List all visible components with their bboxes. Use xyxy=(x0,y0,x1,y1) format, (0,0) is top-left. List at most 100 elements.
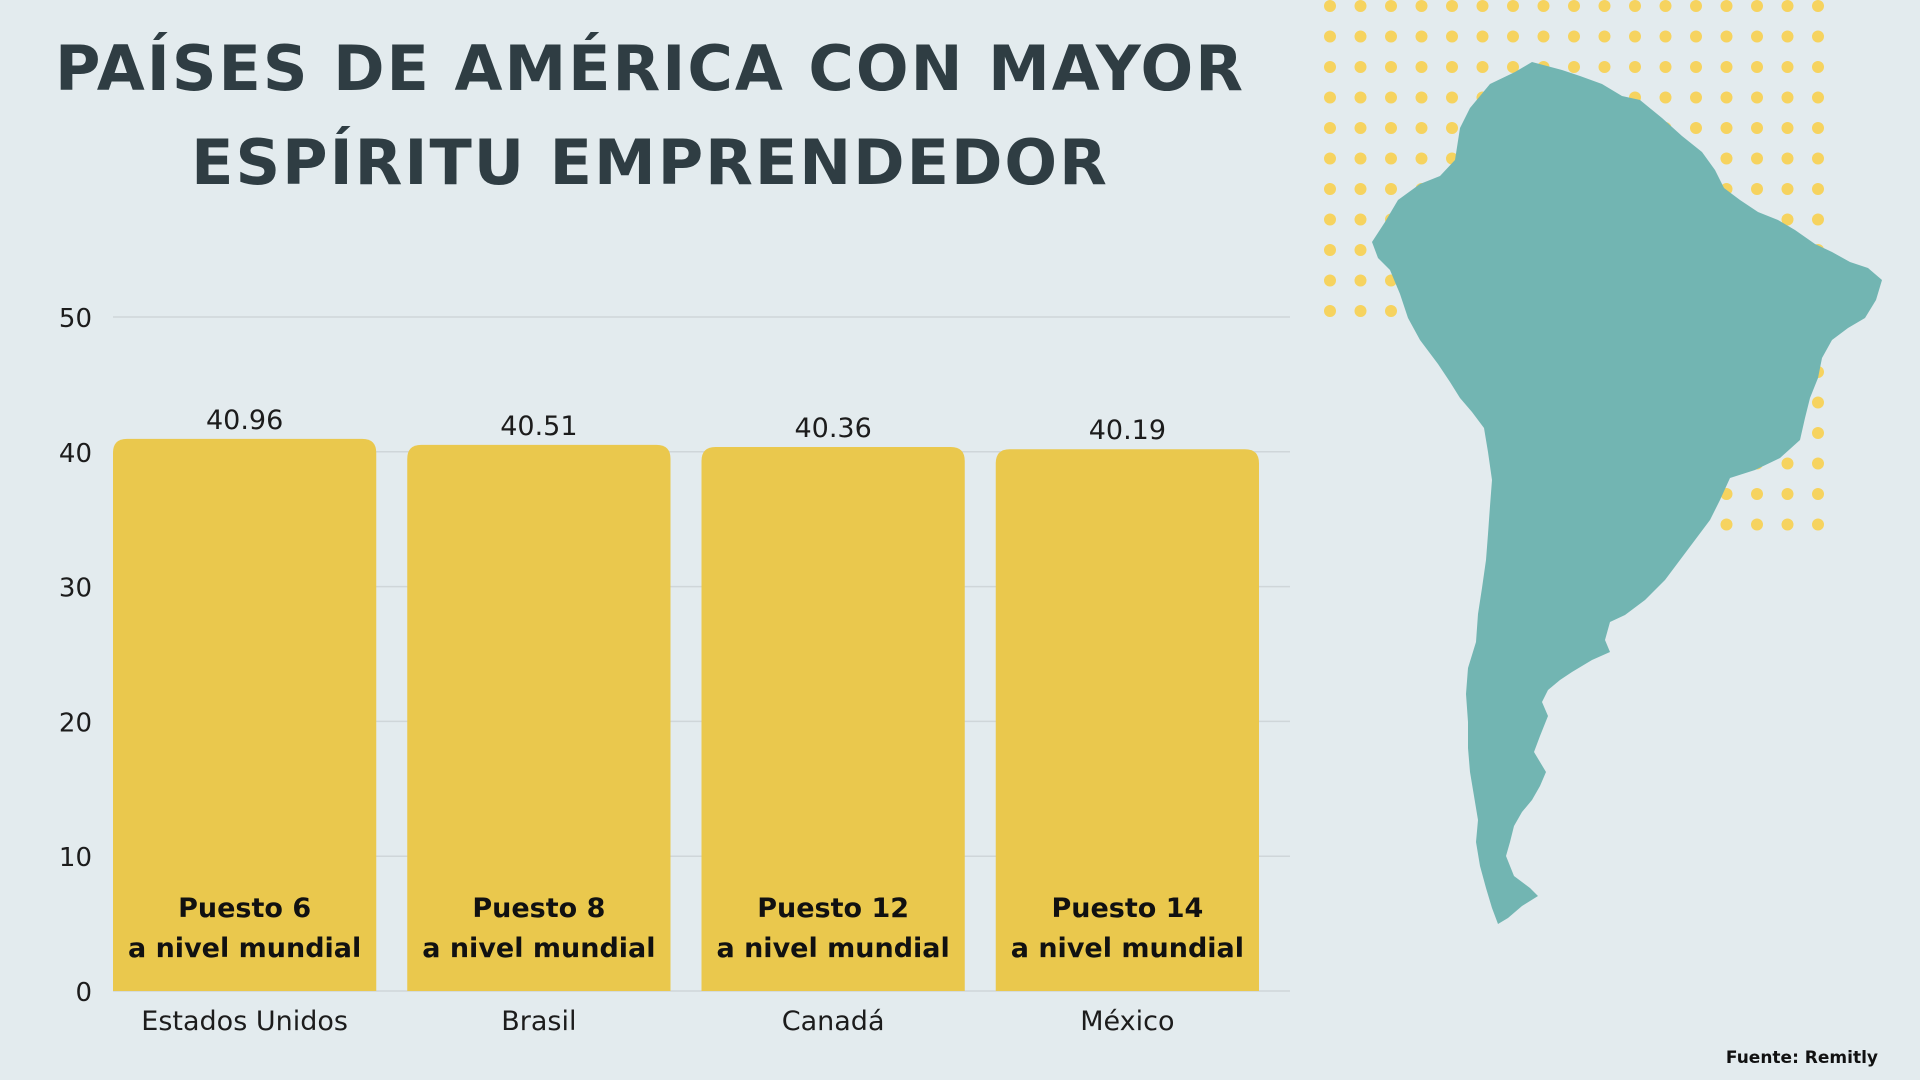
pattern-dot xyxy=(1598,61,1611,73)
pattern-dot xyxy=(1720,0,1733,12)
pattern-dot xyxy=(1598,30,1611,43)
pattern-dot xyxy=(1537,0,1550,12)
chart-title: PAÍSES DE AMÉRICA CON MAYOR ESPÍRITU EMP… xyxy=(0,22,1300,210)
pattern-dot xyxy=(1446,122,1458,134)
pattern-dot xyxy=(1812,152,1824,165)
pattern-dot xyxy=(1568,0,1580,12)
pattern-dot xyxy=(1354,61,1367,73)
pattern-dot xyxy=(1751,488,1763,500)
pattern-dot xyxy=(1720,91,1733,104)
pattern-dot xyxy=(1781,183,1794,195)
pattern-dot xyxy=(1812,213,1824,226)
pattern-dot xyxy=(1324,30,1336,43)
pattern-dot xyxy=(1446,30,1458,43)
pattern-dot xyxy=(1324,91,1336,104)
pattern-dot xyxy=(1354,0,1367,12)
bar xyxy=(701,446,965,991)
value-label: 40.36 xyxy=(794,413,871,444)
pattern-dot xyxy=(1415,30,1428,43)
pattern-dot xyxy=(1354,122,1367,134)
south-america-map-icon xyxy=(1324,0,1882,924)
rank-label: Puesto 8 xyxy=(472,893,605,924)
pattern-dot xyxy=(1415,91,1428,104)
pattern-dot xyxy=(1446,61,1458,73)
rank-sublabel: a nivel mundial xyxy=(128,933,361,964)
pattern-dot xyxy=(1781,30,1794,43)
pattern-dot xyxy=(1751,91,1763,104)
category-label: Canadá xyxy=(782,1006,885,1037)
pattern-dot xyxy=(1354,30,1367,43)
y-axis-ticks: 0 10 20 30 40 50 xyxy=(59,304,92,1008)
pattern-dot xyxy=(1354,91,1367,104)
pattern-dot xyxy=(1781,61,1794,73)
rank-label: Puesto 12 xyxy=(757,893,909,924)
y-tick-label: 20 xyxy=(59,708,92,738)
pattern-dot xyxy=(1385,305,1397,317)
pattern-dot xyxy=(1385,61,1397,73)
pattern-dot xyxy=(1507,61,1519,73)
pattern-dot xyxy=(1659,0,1672,12)
pattern-dot xyxy=(1751,30,1763,43)
pattern-dot xyxy=(1781,488,1794,500)
pattern-dot xyxy=(1354,305,1367,317)
pattern-dot xyxy=(1537,30,1550,43)
rank-sublabel: a nivel mundial xyxy=(716,933,949,964)
y-tick-label: 40 xyxy=(59,439,92,469)
pattern-dot xyxy=(1812,457,1824,470)
pattern-dot xyxy=(1720,122,1733,134)
pattern-dot xyxy=(1720,518,1733,531)
pattern-dot xyxy=(1812,396,1824,409)
y-tick-label: 10 xyxy=(59,843,92,873)
pattern-dot xyxy=(1385,30,1397,43)
south-america-shape xyxy=(1372,62,1882,924)
pattern-dot xyxy=(1629,61,1641,73)
pattern-dot xyxy=(1812,427,1824,439)
pattern-dot xyxy=(1751,0,1763,12)
pattern-dot xyxy=(1568,61,1580,73)
pattern-dot xyxy=(1659,30,1672,43)
pattern-dot xyxy=(1781,518,1794,531)
pattern-dot xyxy=(1720,30,1733,43)
pattern-dot xyxy=(1812,61,1824,73)
pattern-dot xyxy=(1385,183,1397,195)
pattern-dot xyxy=(1415,0,1428,12)
pattern-dot xyxy=(1781,122,1794,134)
pattern-dot xyxy=(1812,518,1824,531)
pattern-dot xyxy=(1659,61,1672,73)
pattern-dot xyxy=(1781,152,1794,165)
pattern-dot xyxy=(1812,0,1824,12)
category-label: México xyxy=(1080,1006,1174,1037)
pattern-dot xyxy=(1415,61,1428,73)
pattern-dot xyxy=(1751,183,1763,195)
pattern-dot xyxy=(1476,0,1489,12)
pattern-dot xyxy=(1781,91,1794,104)
pattern-dot xyxy=(1324,183,1336,195)
pattern-dot xyxy=(1324,122,1336,134)
pattern-dot xyxy=(1629,0,1641,12)
pattern-dot xyxy=(1324,61,1336,73)
category-label: Estados Unidos xyxy=(141,1006,348,1037)
bars xyxy=(113,438,1259,992)
pattern-dot xyxy=(1720,61,1733,73)
pattern-dot xyxy=(1415,122,1428,134)
rank-label: Puesto 14 xyxy=(1051,893,1203,924)
pattern-dot xyxy=(1354,152,1367,165)
chart-title-line-1: PAÍSES DE AMÉRICA CON MAYOR xyxy=(55,32,1245,105)
pattern-dot xyxy=(1751,61,1763,73)
pattern-dot xyxy=(1659,91,1672,104)
pattern-dot xyxy=(1812,91,1824,104)
pattern-dot xyxy=(1812,488,1824,500)
pattern-dot xyxy=(1324,0,1336,12)
pattern-dot xyxy=(1385,0,1397,12)
pattern-dot xyxy=(1690,91,1702,104)
pattern-dot xyxy=(1812,30,1824,43)
pattern-dot xyxy=(1690,0,1702,12)
pattern-dot xyxy=(1385,152,1397,165)
category-label: Brasil xyxy=(501,1006,576,1037)
pattern-dot xyxy=(1324,274,1336,287)
pattern-dot xyxy=(1568,30,1580,43)
y-tick-label: 30 xyxy=(59,574,92,604)
pattern-dot xyxy=(1476,30,1489,43)
bar xyxy=(407,444,671,992)
y-tick-label: 0 xyxy=(75,978,92,1008)
